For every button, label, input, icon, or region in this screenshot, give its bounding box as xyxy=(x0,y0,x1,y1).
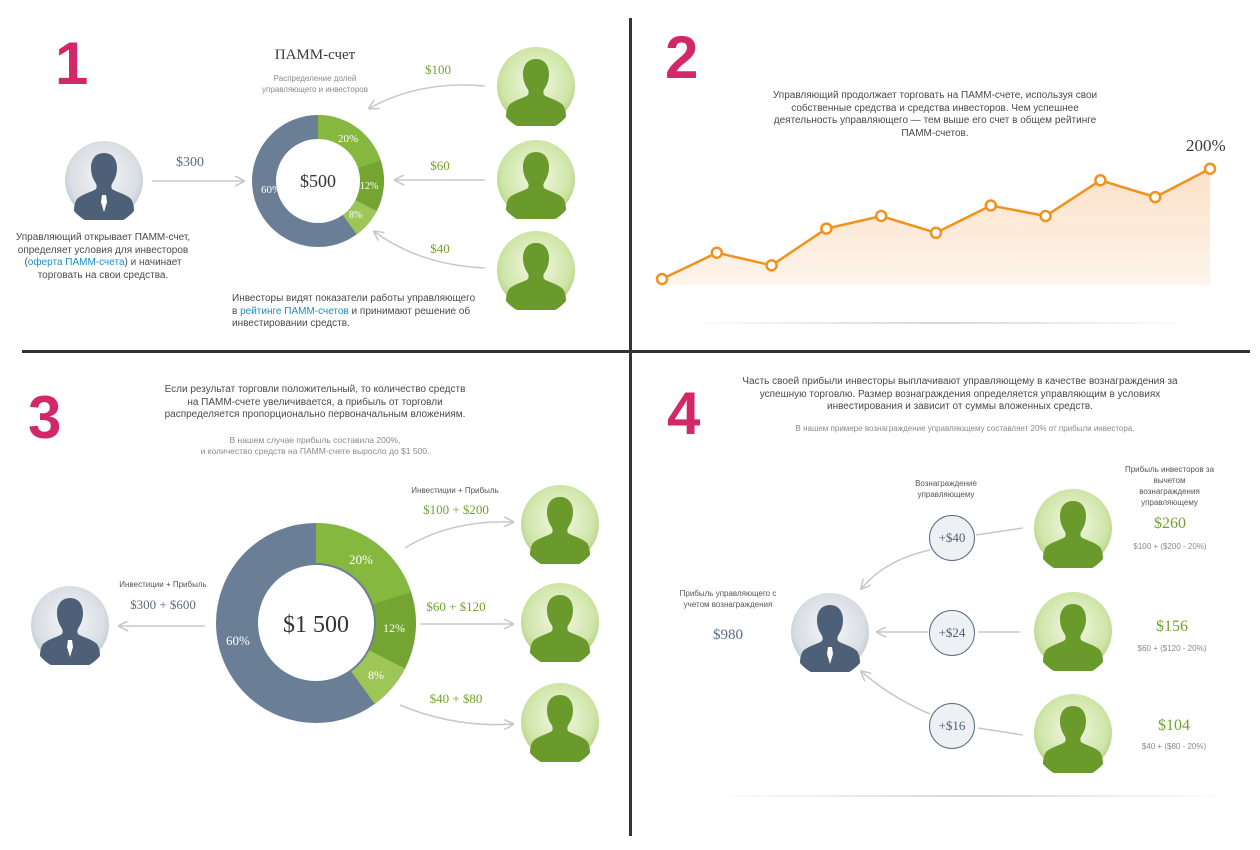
panel4-formula-1: $100 + ($200 - 20%) xyxy=(1133,542,1207,551)
panel3-arrows xyxy=(0,0,630,850)
panel1-manager-text: Управляющий открывает ПАММ-счет, определ… xyxy=(15,232,191,281)
reward-bubble-1: +$40 xyxy=(929,515,975,561)
panel3-manager-amount: $300 + $600 xyxy=(130,597,196,612)
panel4-arrows xyxy=(710,527,1230,797)
chart-point-5 xyxy=(874,209,888,223)
pct-20: 20% xyxy=(338,133,358,145)
panel3-text: Если результат торговли положительный, т… xyxy=(164,384,466,420)
panel1-investor-amount-3: $40 xyxy=(430,241,450,256)
panel3-investor-avatar-1 xyxy=(520,484,600,564)
panel1-investor-amount-1: $100 xyxy=(425,62,451,77)
panel4-reward-label: Вознаграждение управляющему xyxy=(915,479,977,499)
panel3-investors-label: Инвестиции + Прибыль xyxy=(411,486,499,495)
panel2-final-label: 200% xyxy=(1186,136,1226,155)
reward-bubble-3: +$16 xyxy=(929,703,975,749)
chart-point-6 xyxy=(929,226,943,240)
panel1-manager-amount: $300 xyxy=(176,155,204,170)
panel2-number: 2 xyxy=(665,24,699,91)
panel1-total: $500 xyxy=(300,171,336,191)
pct-20: 20% xyxy=(349,552,373,567)
panel4-profit-3: $104 xyxy=(1158,717,1190,734)
horizontal-divider xyxy=(22,350,1250,353)
chart-point-9 xyxy=(1094,174,1107,187)
chart-point-4 xyxy=(820,222,833,235)
panel3-manager-label: Инвестиции + Прибыль xyxy=(119,580,207,589)
panel4-manager-amount: $980 xyxy=(713,627,743,643)
pct-60: 60% xyxy=(226,633,250,648)
panel4-manager-label: Прибыль управляющего с учетом вознагражд… xyxy=(679,589,777,609)
chart-point-10 xyxy=(1148,190,1162,204)
panel3-total: $1 500 xyxy=(283,612,349,638)
reward-bubble-2: +$24 xyxy=(929,610,975,656)
pct-60: 60% xyxy=(261,184,281,196)
panel3-donut: 60% 20% 12% 8% $1 500 xyxy=(216,523,416,723)
chart-point-7 xyxy=(984,199,998,212)
panel4-profit-2: $156 xyxy=(1156,618,1188,635)
panel3-investor-amount-1: $100 + $200 xyxy=(423,502,489,517)
chart-area xyxy=(662,168,1210,285)
panel4-note: В нашем примере вознаграждение управляющ… xyxy=(795,424,1135,433)
segment-8 xyxy=(351,650,405,704)
pct-8: 8% xyxy=(368,668,384,682)
panel4-formula-2: $60 + ($120 - 20%) xyxy=(1137,644,1207,653)
panel3-investor-avatar-3 xyxy=(520,682,600,762)
pct-12: 12% xyxy=(360,181,378,192)
panel1-donut: 60% 20% 12% 8% $500 xyxy=(252,114,384,247)
pct-8: 8% xyxy=(349,210,362,221)
panel3-investor-amount-2: $60 + $120 xyxy=(426,599,486,614)
chart-point-3 xyxy=(765,259,778,272)
panel1-arrows xyxy=(152,84,486,269)
panel1-investors-text: Инвесторы видят показатели работы управл… xyxy=(232,293,476,329)
panel4-investor-avatar-3 xyxy=(1033,693,1113,773)
pct-12: 12% xyxy=(383,621,405,635)
growth-line-chart xyxy=(655,162,1217,324)
panel3-investor-avatar-2 xyxy=(520,582,600,662)
vertical-divider xyxy=(629,18,632,836)
chart-point-2 xyxy=(710,246,724,259)
panel4-number: 4 xyxy=(667,380,701,447)
panel1-subtitle: Распределение долей управляющего и инвес… xyxy=(261,74,368,94)
panel4-investor-avatar-1 xyxy=(1033,488,1113,568)
panel2-text: Управляющий продолжает торговать на ПАММ… xyxy=(772,90,1098,139)
chart-point-11 xyxy=(1203,162,1217,175)
rating-link[interactable]: рейтинге ПАММ-счетов xyxy=(240,305,349,317)
panel4-profit-1: $260 xyxy=(1154,515,1186,532)
panel1-number: 1 xyxy=(55,30,89,97)
chart-point-1 xyxy=(655,272,669,286)
panel1-title: ПАММ-счет xyxy=(274,47,356,63)
segment-12 xyxy=(369,592,416,669)
panel3-note: В нашем случае прибыль составила 200%, и… xyxy=(200,435,430,456)
panel4-formula-3: $40 + ($80 - 20%) xyxy=(1141,742,1207,751)
panel4-investors-label: Прибыль инвесторов за вычетом вознагражд… xyxy=(1124,465,1215,507)
chart-point-8 xyxy=(1039,209,1052,223)
offer-link[interactable]: оферта ПАММ-счета xyxy=(27,257,125,268)
panel4-investor-avatar-2 xyxy=(1033,591,1113,671)
panel3-investor-amount-3: $40 + $80 xyxy=(429,691,483,706)
panel1-investor-amount-2: $60 xyxy=(430,158,450,173)
panel4-text: Часть своей прибыли инвесторы выплачиваю… xyxy=(742,376,1178,412)
panel3-number: 3 xyxy=(28,384,62,451)
segment-20 xyxy=(316,523,412,605)
